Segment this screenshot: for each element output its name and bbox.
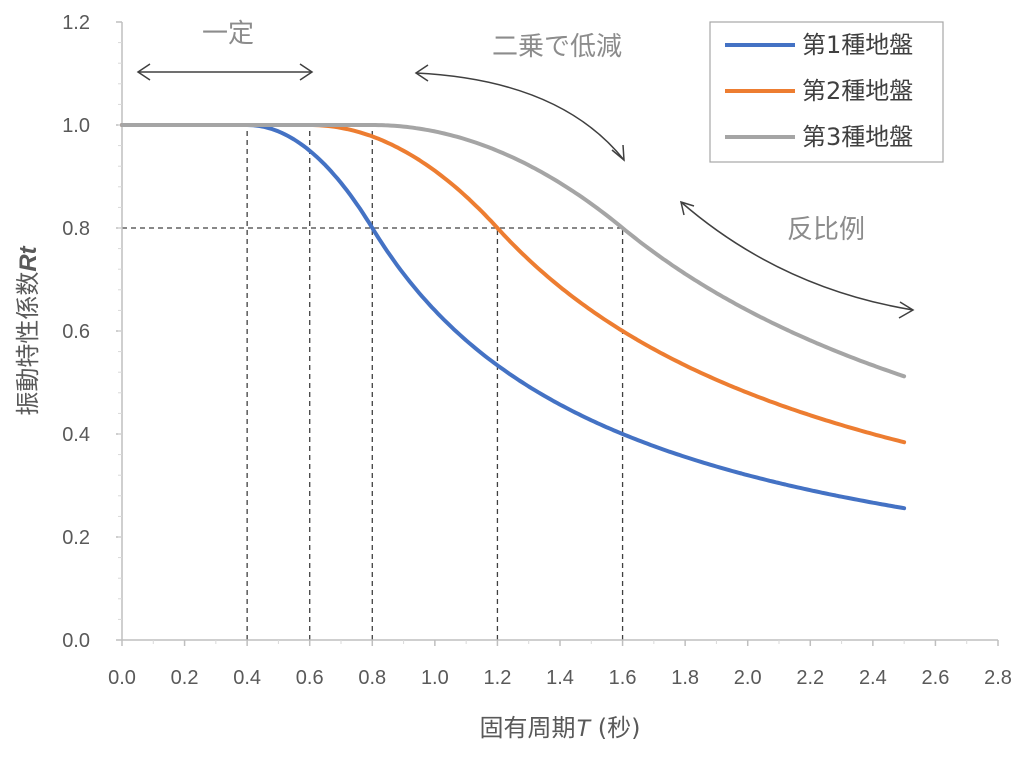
- annotation-inverse: 反比例: [787, 215, 865, 245]
- x-tick-label: 2.4: [859, 667, 887, 689]
- arrow-head-square-start: [414, 64, 429, 82]
- x-axis-title: 固有周期T (秒): [479, 714, 640, 742]
- series-lines: [120, 123, 907, 511]
- x-tick-label: 1.2: [484, 667, 512, 689]
- x-tick-label: 1.0: [421, 667, 449, 689]
- arrow-head-square-end: [611, 144, 625, 162]
- x-tick-label: 2.8: [984, 667, 1012, 689]
- x-tick-label: 1.6: [609, 667, 637, 689]
- y-tick-label: 1.2: [62, 12, 90, 34]
- x-tick-label: 0.6: [296, 667, 324, 689]
- arrow-head-inverse-start: [679, 200, 695, 216]
- y-tick-label: 1.0: [62, 115, 90, 137]
- series-line-ground-3: [120, 123, 907, 379]
- annotation-square-decrease: 二乗で低減: [492, 32, 622, 62]
- y-tick-label: 0.6: [62, 321, 90, 343]
- y-tick-label: 0.8: [62, 218, 90, 240]
- legend-label-ground-3: 第3種地盤: [802, 123, 913, 151]
- y-tick-label: 0.4: [62, 424, 90, 446]
- y-tick-label: 0.0: [62, 630, 90, 652]
- arrow-head-right: [299, 63, 314, 81]
- arrow-head-inverse-end: [898, 301, 915, 319]
- x-tick-label: 0.4: [233, 667, 261, 689]
- curved-arrow-square: [415, 72, 625, 161]
- legend-label-ground-2: 第2種地盤: [802, 77, 913, 105]
- series-line-ground-2: [120, 123, 907, 445]
- legend-label-ground-1: 第1種地盤: [802, 31, 913, 59]
- series-line-ground-1: [120, 123, 907, 511]
- legend: 第1種地盤 第2種地盤 第3種地盤: [709, 21, 944, 163]
- annotations: 一定 二乗で低減 反比例: [136, 19, 915, 319]
- curved-arrow-inverse: [680, 201, 914, 311]
- reference-lines: [122, 125, 624, 640]
- x-tick-labels: 0.0 0.2 0.4 0.6 0.8 1.0 1.2 1.4 1.6 1.8 2.0 2.2 2.4 2…: [108, 640, 1012, 689]
- y-axis-title: 振動特性係数Rt: [14, 245, 42, 415]
- x-tick-label: 0.0: [108, 667, 136, 689]
- x-tick-label: 1.8: [671, 667, 699, 689]
- x-tick-label: 2.2: [796, 667, 824, 689]
- arrow-head-left: [136, 63, 151, 81]
- y-tick-label: 0.2: [62, 527, 90, 549]
- x-tick-label: 0.2: [171, 667, 199, 689]
- x-tick-label: 2.0: [734, 667, 762, 689]
- y-tick-labels: 0.0 0.2 0.4 0.6 0.8 1.0 1.2: [62, 12, 122, 652]
- x-tick-label: 1.4: [546, 667, 574, 689]
- x-tick-label: 0.8: [358, 667, 386, 689]
- x-tick-label: 2.6: [922, 667, 950, 689]
- annotation-constant: 一定: [202, 19, 254, 49]
